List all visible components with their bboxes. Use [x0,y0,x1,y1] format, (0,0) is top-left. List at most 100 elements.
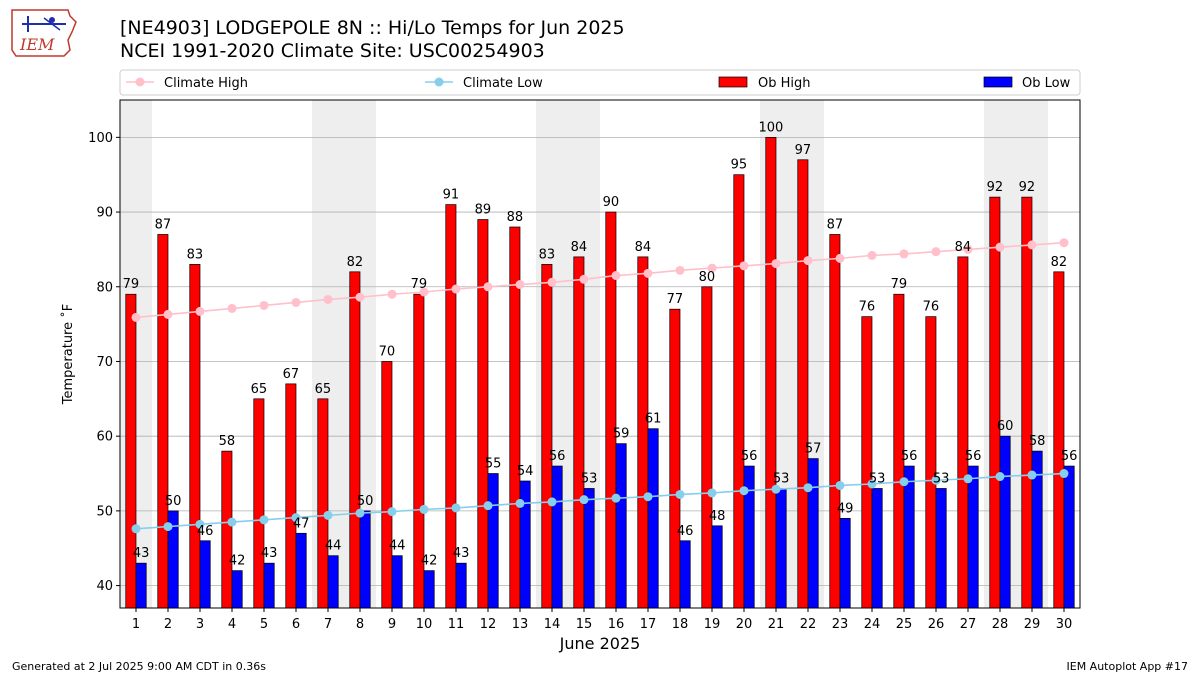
chart-title: [NE4903] LODGEPOLE 8N :: Hi/Lo Temps for… [120,17,625,39]
x-tick-label: 12 [480,617,497,632]
climate-high-point [195,306,205,316]
climate-high-point [515,280,525,290]
ob-high-label: 67 [283,367,300,382]
ob-low-label: 56 [741,449,758,464]
climate-low-point [707,488,717,498]
climate-high-point [451,284,461,294]
ob-low-bar [135,562,147,609]
ob-low-label: 42 [229,554,246,569]
ob-low-label: 44 [389,539,406,554]
app-note: IEM Autoplot App #17 [1066,660,1189,673]
climate-high-point [931,247,941,257]
ob-low-bar [807,458,819,609]
climate-low-point [355,508,365,518]
climate-high-point [419,287,429,297]
climate-low-point [515,498,525,508]
x-tick-label: 5 [260,617,268,632]
climate-low-point [771,484,781,494]
y-tick-label: 40 [96,579,113,594]
y-tick-label: 80 [96,280,113,295]
x-tick-label: 9 [388,617,396,632]
ob-low-bar [327,555,339,609]
x-tick-label: 6 [292,617,300,632]
ob-low-bar [935,488,947,609]
climate-high-point [323,294,333,304]
climate-low-point [547,497,557,507]
y-tick-label: 100 [88,131,113,146]
climate-low-point [611,493,621,503]
ob-high-label: 77 [667,292,684,307]
x-tick-label: 17 [640,617,657,632]
climate-low-point [1027,470,1037,480]
climate-low-point [675,489,685,499]
climate-high-point [291,297,301,307]
climate-low-point [195,519,205,529]
ob-low-label: 50 [165,494,182,509]
ob-high-bar [349,271,361,609]
ob-low-bar [295,532,307,609]
ob-low-bar [647,428,659,609]
legend-box [119,69,1081,96]
x-tick-label: 29 [1024,617,1041,632]
ob-low-label: 43 [133,546,150,561]
ob-low-label: 60 [997,419,1014,434]
climate-high-point [803,256,813,266]
legend-climate-low-label: Climate Low [463,76,543,91]
ob-high-label: 79 [891,277,908,292]
ob-low-bar [551,465,563,609]
ob-high-bar [1021,196,1033,609]
ob-low-bar [871,488,883,609]
ob-high-bar [797,159,809,609]
legend-climate-low-marker [434,77,444,87]
climate-high-point [131,312,141,322]
legend-ob-low-label: Ob Low [1022,76,1071,91]
climate-low-point [323,510,333,520]
climate-low-point [739,486,749,496]
x-tick-label: 8 [356,617,364,632]
x-tick-label: 13 [512,617,529,632]
generated-note: Generated at 2 Jul 2025 9:00 AM CDT in 0… [12,660,266,673]
ob-low-bar [231,570,243,609]
climate-low-point [131,524,141,534]
ob-high-bar [957,256,969,609]
ob-high-bar [541,264,553,609]
x-tick-label: 24 [864,617,881,632]
ob-low-label: 49 [837,501,854,516]
climate-high-point [707,263,717,273]
x-tick-label: 7 [324,617,332,632]
ob-high-label: 70 [379,344,396,359]
ob-high-bar [253,398,265,609]
ob-high-bar [381,361,393,609]
ob-low-bar [839,518,851,609]
x-tick-label: 2 [164,617,172,632]
ob-low-label: 42 [421,554,438,569]
ob-high-label: 87 [827,217,844,232]
x-tick-label: 11 [448,617,465,632]
ob-low-label: 54 [517,464,534,479]
iem-logo: IEM [11,9,77,57]
climate-low-point [1059,469,1069,479]
ob-low-bar [455,562,467,609]
ob-high-label: 84 [635,240,652,255]
ob-low-label: 43 [261,546,278,561]
x-tick-label: 28 [992,617,1009,632]
climate-high-line [135,241,1065,319]
ob-high-bar [573,256,585,609]
ob-low-label: 56 [549,449,566,464]
ob-high-bar [861,316,873,609]
climate-low-point [931,475,941,485]
ob-high-bar [925,316,937,609]
climate-lines [131,238,1069,534]
climate-low-point [995,472,1005,482]
bar-value-labels: 79 87 83 58 65 67 65 82 70 79 91 89 88 83 84 90 84 77 80 95… [123,120,1078,568]
climate-high-point [835,253,845,263]
x-tick-label: 26 [928,617,945,632]
x-tick-label: 3 [196,617,204,632]
ob-high-bar [637,256,649,609]
ob-high-label: 97 [795,143,812,158]
y-tick-label: 60 [96,430,113,445]
legend-ob-low-swatch [983,76,1013,88]
x-tick-label: 16 [608,617,625,632]
